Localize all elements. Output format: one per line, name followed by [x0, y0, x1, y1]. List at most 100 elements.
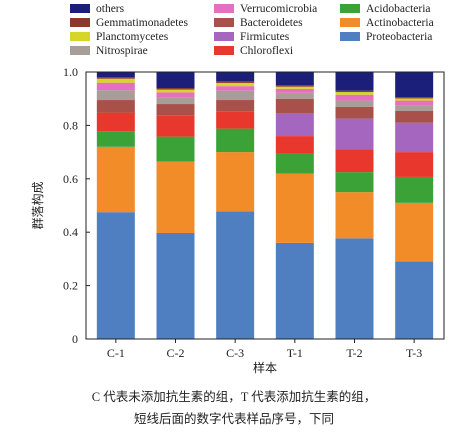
bar-segment-planctomycetes-c-3 — [216, 82, 255, 87]
legend-label: Nitrospirae — [96, 45, 148, 57]
bar-segment-others-c-1 — [96, 72, 135, 78]
bar-segment-acidobacteria-t-1 — [275, 153, 314, 174]
legend-label: Actinobacteria — [366, 17, 434, 29]
legend-swatch — [214, 46, 234, 55]
y-tick-label: 0.8 — [63, 118, 78, 132]
bar-segment-verrucomicrobia-t-1 — [275, 88, 314, 93]
bar-segment-actinobacteria-c-2 — [156, 161, 195, 234]
bar-segment-chloroflexi-t-3 — [395, 152, 434, 177]
bar-segment-firmicutes-t-1 — [275, 113, 314, 137]
bar-segment-planctomycetes-t-2 — [335, 92, 374, 95]
bar-segment-chloroflexi-c-1 — [96, 112, 135, 132]
legend-label: Bacteroidetes — [240, 17, 303, 29]
legend-label: others — [96, 3, 125, 15]
bar-segment-actinobacteria-t-3 — [395, 202, 434, 262]
bar-segment-others-t-1 — [275, 72, 314, 86]
legend-swatch — [70, 18, 90, 27]
bar-segment-chloroflexi-c-2 — [156, 115, 195, 137]
bar-segment-bacteroidetes-t-1 — [275, 98, 314, 114]
bar-segment-actinobacteria-c-3 — [216, 152, 255, 212]
x-tick-label: T-3 — [406, 346, 422, 360]
y-tick-label: 0 — [72, 332, 78, 346]
legend-swatch — [340, 18, 360, 27]
bar-segment-verrucomicrobia-c-1 — [96, 82, 135, 91]
bar-segment-planctomycetes-c-2 — [156, 89, 195, 93]
bar-segment-planctomycetes-t-1 — [275, 86, 314, 89]
bar-segment-chloroflexi-t-1 — [275, 136, 314, 154]
bar-segment-chloroflexi-c-3 — [216, 111, 255, 129]
legend-swatch — [214, 4, 234, 13]
bar-segment-bacteroidetes-c-1 — [96, 100, 135, 113]
legend-label: Proteobacteria — [366, 31, 432, 43]
legend-label: Acidobacteria — [366, 3, 431, 15]
bar-segment-bacteroidetes-c-3 — [216, 100, 255, 112]
legend-label: Firmicutes — [240, 31, 290, 43]
legend-swatch — [70, 4, 90, 13]
legend-label: Gemmatimonadetes — [96, 17, 188, 29]
bar-segment-gemmatimonadetes-c-1 — [96, 77, 135, 79]
bar-segment-nitrospirae-c-1 — [96, 90, 135, 101]
bar-segment-verrucomicrobia-t-3 — [395, 100, 434, 106]
plot-frame — [85, 71, 445, 340]
legend-swatch — [214, 18, 234, 27]
y-tick-label: 0.2 — [63, 279, 78, 293]
bar-segment-proteobacteria-c-3 — [216, 211, 255, 339]
bar-segment-firmicutes-t-3 — [395, 122, 434, 153]
bar-segment-nitrospirae-c-3 — [216, 90, 255, 101]
y-tick-label: 0.4 — [63, 225, 78, 239]
bar-segment-verrucomicrobia-c-3 — [216, 86, 255, 91]
x-tick-label: C-2 — [167, 346, 185, 360]
bar-segment-acidobacteria-t-3 — [395, 176, 434, 203]
bar-segment-actinobacteria-t-1 — [275, 173, 314, 243]
bar-segment-chloroflexi-t-2 — [335, 149, 374, 173]
legend-label: Planctomycetes — [96, 31, 169, 43]
legend-label: Chloroflexi — [240, 45, 293, 57]
bar-segment-gemmatimonadetes-t-1 — [275, 85, 314, 87]
bar-segment-firmicutes-t-2 — [335, 118, 374, 150]
x-tick-label: C-1 — [107, 346, 125, 360]
legend-swatch — [340, 4, 360, 13]
bar-segment-others-c-2 — [156, 72, 195, 89]
y-tick-label: 0.6 — [63, 172, 78, 186]
bar-segment-verrucomicrobia-c-2 — [156, 92, 195, 98]
bar-segment-acidobacteria-c-2 — [156, 136, 195, 162]
bar-segment-bacteroidetes-c-2 — [156, 104, 195, 116]
bar-segment-proteobacteria-t-1 — [275, 242, 314, 339]
bar-segment-others-t-2 — [335, 72, 374, 91]
bar-segment-nitrospirae-t-1 — [275, 92, 314, 99]
bar-segment-proteobacteria-c-2 — [156, 233, 195, 339]
bar-segment-acidobacteria-c-1 — [96, 131, 135, 147]
bar-segment-bacteroidetes-t-3 — [395, 110, 434, 123]
bar-segment-planctomycetes-c-1 — [96, 78, 135, 83]
bar-segment-proteobacteria-t-3 — [395, 261, 434, 339]
legend-swatch — [214, 32, 234, 41]
x-tick-label: C-3 — [226, 346, 244, 360]
bar-segment-bacteroidetes-t-2 — [335, 106, 374, 119]
bar-segment-gemmatimonadetes-c-2 — [156, 88, 195, 90]
bar-segment-others-c-3 — [216, 72, 255, 82]
legend-label: Verrucomicrobia — [240, 3, 317, 15]
x-tick-label: T-2 — [346, 346, 362, 360]
bar-segment-gemmatimonadetes-c-3 — [216, 81, 255, 83]
bar-segment-nitrospirae-c-2 — [156, 97, 195, 105]
y-axis-label: 群落构成 — [30, 181, 45, 229]
bar-segment-nitrospirae-t-3 — [395, 105, 434, 111]
bar-segment-acidobacteria-c-3 — [216, 128, 255, 153]
legend-swatch — [70, 46, 90, 55]
y-tick-label: 1.0 — [63, 65, 78, 79]
bar-segment-gemmatimonadetes-t-2 — [335, 90, 374, 93]
bar-segment-acidobacteria-t-2 — [335, 172, 374, 193]
legend-swatch — [70, 32, 90, 41]
x-axis-label: 样本 — [253, 360, 277, 375]
bar-segment-verrucomicrobia-t-2 — [335, 94, 374, 101]
x-tick-label: T-1 — [287, 346, 303, 360]
caption-line-1: C 代表未添加抗生素的组，T 代表添加抗生素的组， — [91, 390, 377, 404]
legend-swatch — [340, 32, 360, 41]
bar-segment-others-t-3 — [395, 72, 434, 98]
bar-segment-actinobacteria-t-2 — [335, 192, 374, 239]
caption-line-2: 短线后面的数字代表样品序号，下同 — [133, 412, 334, 426]
bar-segment-gemmatimonadetes-t-3 — [395, 97, 434, 99]
bar-segment-actinobacteria-c-1 — [96, 146, 135, 213]
bar-segment-proteobacteria-t-2 — [335, 238, 374, 339]
